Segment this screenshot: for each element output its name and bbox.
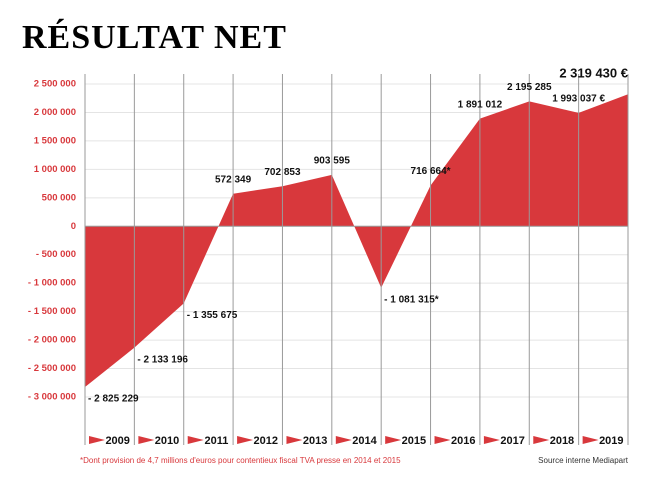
- x-tick-label: 2015: [402, 435, 426, 447]
- note: *Dont provision de 4,7 millions d'euros …: [80, 456, 401, 465]
- category-marker: [434, 436, 451, 444]
- x-tick-label: 2018: [550, 435, 574, 447]
- y-tick-label: 1 500 000: [34, 135, 76, 146]
- category-marker: [533, 436, 550, 444]
- value-label: 1 993 037 €: [552, 93, 605, 104]
- y-tick-label: - 1 000 000: [28, 278, 76, 289]
- y-tick-label: - 1 500 000: [28, 306, 76, 317]
- value-label: - 1 355 675: [187, 310, 238, 321]
- x-tick-label: 2017: [500, 435, 524, 447]
- x-tick-label: 2010: [155, 435, 179, 447]
- category-marker: [483, 436, 500, 444]
- value-label: - 1 081 315*: [384, 294, 439, 305]
- category-marker: [286, 436, 303, 444]
- y-tick-label: - 2 000 000: [28, 335, 76, 346]
- x-tick-label: 2016: [451, 435, 475, 447]
- value-label: 903 595: [314, 155, 351, 166]
- y-tick-label: 2 000 000: [34, 107, 76, 118]
- y-tick-label: 0: [71, 221, 76, 232]
- value-label: 2 195 285: [507, 82, 552, 93]
- chart-title: RÉSULTAT NET: [22, 19, 287, 56]
- category-marker: [237, 436, 254, 444]
- x-tick-label: 2019: [599, 435, 623, 447]
- x-tick-label: 2009: [105, 435, 129, 447]
- y-tick-label: 2 500 000: [34, 79, 76, 90]
- category-marker: [89, 436, 105, 444]
- category-marker: [385, 436, 402, 444]
- value-label: 2 319 430 €: [559, 66, 628, 81]
- x-tick-label: 2014: [352, 435, 377, 447]
- y-tick-label: - 500 000: [36, 249, 76, 260]
- y-tick-label: 500 000: [42, 192, 76, 203]
- y-tick-label: - 2 500 000: [28, 363, 76, 374]
- category-marker: [187, 436, 204, 444]
- value-label: - 2 825 229: [88, 394, 139, 405]
- value-label: 1 891 012: [458, 99, 503, 110]
- x-tick-label: 2013: [303, 435, 327, 447]
- y-tick-label: - 3 000 000: [28, 392, 76, 403]
- y-tick-label: 1 000 000: [34, 164, 76, 175]
- category-marker: [138, 436, 155, 444]
- value-label: - 2 133 196: [137, 354, 188, 365]
- category-marker: [582, 436, 599, 444]
- area: [85, 94, 628, 388]
- value-label: 572 349: [215, 174, 252, 185]
- x-tick-label: 2011: [204, 435, 228, 447]
- source: Source interne Mediapart: [538, 456, 629, 465]
- category-marker: [335, 436, 352, 444]
- value-label: 702 853: [264, 167, 301, 178]
- value-label: 716 664*: [411, 166, 451, 177]
- x-tick-label: 2012: [254, 435, 278, 447]
